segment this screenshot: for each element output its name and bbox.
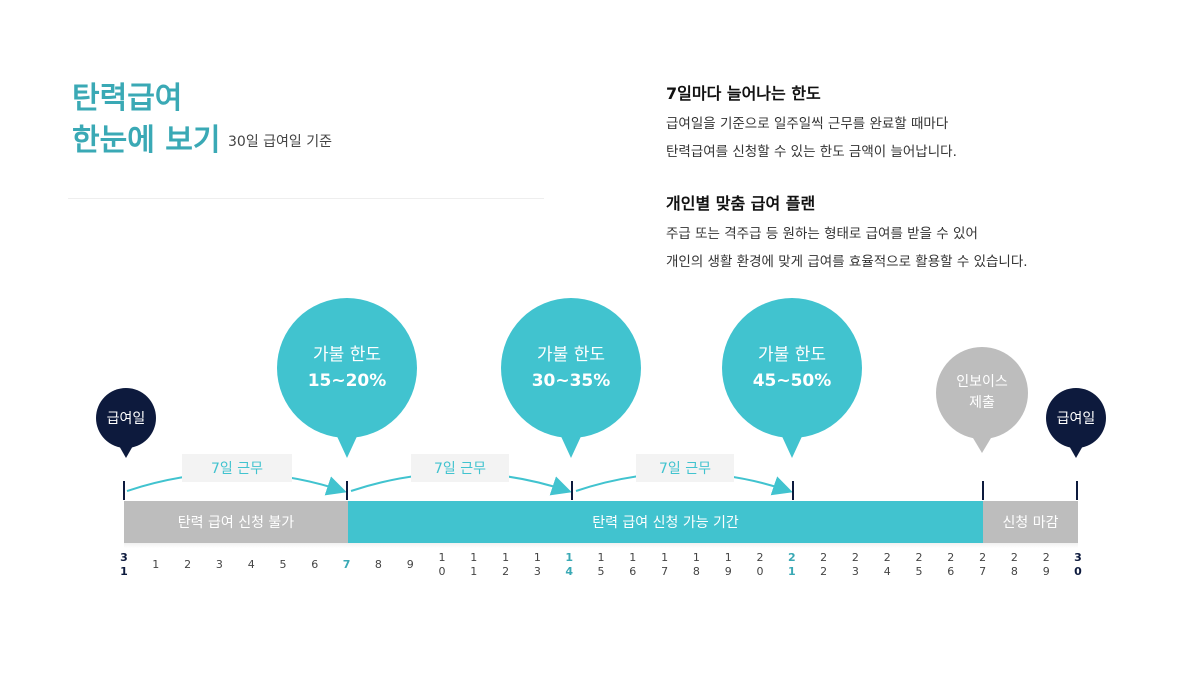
available-period-bar: 탄력 급여 신청 가능 기간: [348, 501, 983, 543]
day-label: 3 0: [1074, 551, 1082, 578]
divider: [68, 198, 544, 199]
day-label: 1 4: [565, 551, 574, 578]
day-label: 1 6: [629, 551, 637, 578]
day-label: 2 9: [1042, 551, 1050, 578]
info-heading: 개인별 맞춤 급여 플랜: [666, 194, 816, 213]
day-label: 2 0: [756, 551, 764, 578]
day-label: 1 9: [724, 551, 732, 578]
unavailable-period-bar: 탄력 급여 신청 불가: [124, 501, 348, 543]
info-text: 급여일을 기준으로 일주일씩 근무를 완료할 때마다: [666, 116, 949, 132]
day-label: 1 8: [692, 551, 700, 578]
bubble-pointer: [780, 432, 804, 458]
bubble-pointer: [970, 433, 994, 453]
invoice-label-1: 인보이스: [956, 374, 1008, 390]
day-label: 1 2: [502, 551, 510, 578]
day-label: 7: [342, 558, 351, 571]
info-heading: 7일마다 늘어나는 한도: [666, 84, 821, 103]
timeline-tick: [982, 481, 984, 500]
invoice-label-2: 제출: [969, 395, 995, 411]
marker-pointer: [1068, 444, 1084, 458]
info-text: 탄력급여를 신청할 수 있는 한도 금액이 늘어납니다.: [666, 144, 957, 160]
payday-start-marker: 급여일: [96, 388, 156, 458]
day-label: 3 1: [120, 551, 128, 578]
invoice-bubble: 인보이스 제출: [936, 347, 1028, 453]
marker-label: 급여일: [106, 411, 146, 427]
timeline-tick: [346, 481, 348, 500]
day-label: 2 8: [1010, 551, 1018, 578]
limit-value: 45~50%: [752, 371, 832, 391]
day-label: 6: [311, 558, 319, 571]
timeline-tick: [123, 481, 125, 500]
page-title: 탄력급여 한눈에 보기: [72, 78, 220, 162]
limit-value: 15~20%: [307, 371, 387, 391]
limit-bubble-week-2: 가불 한도 30~35%: [501, 298, 641, 458]
day-label: 1 0: [438, 551, 446, 578]
day-label: 9: [406, 558, 414, 571]
limit-label: 가불 한도: [758, 345, 826, 365]
bubble-pointer: [335, 432, 359, 458]
info-block-custom-plan: 개인별 맞춤 급여 플랜 주급 또는 격주급 등 원하는 형태로 급여를 받을 …: [666, 190, 1186, 276]
marker-label: 급여일: [1056, 411, 1096, 427]
info-text: 주급 또는 격주급 등 원하는 형태로 급여를 받을 수 있어: [666, 226, 978, 242]
day-label: 3: [215, 558, 223, 571]
title-line-2: 한눈에 보기: [72, 123, 221, 158]
work-pill: 7일 근무: [182, 454, 292, 482]
day-label: 2 7: [979, 551, 987, 578]
limit-bubble-week-1: 가불 한도 15~20%: [277, 298, 417, 458]
page-subtitle: 30일 급여일 기준: [228, 134, 332, 150]
day-label: 1 3: [533, 551, 541, 578]
timeline-tick: [1076, 481, 1078, 500]
day-label: 5: [279, 558, 287, 571]
limit-value: 30~35%: [531, 371, 611, 391]
limit-label: 가불 한도: [313, 345, 381, 365]
day-label: 2 2: [820, 551, 828, 578]
day-label: 1 5: [597, 551, 605, 578]
work-pill: 7일 근무: [411, 454, 509, 482]
limit-label: 가불 한도: [537, 345, 605, 365]
payday-end-marker: 급여일: [1046, 388, 1106, 458]
day-label: 2 3: [851, 551, 859, 578]
work-pill: 7일 근무: [636, 454, 734, 482]
closed-period-bar: 신청 마감: [983, 501, 1078, 543]
bubble-pointer: [559, 432, 583, 458]
day-label: 2 4: [883, 551, 891, 578]
day-label: 8: [374, 558, 382, 571]
marker-pointer: [118, 444, 134, 458]
day-label: 2 1: [787, 551, 796, 578]
limit-bubble-week-3: 가불 한도 45~50%: [722, 298, 862, 458]
info-text: 개인의 생활 환경에 맞게 급여를 효율적으로 활용할 수 있습니다.: [666, 254, 1028, 270]
day-label: 2 5: [915, 551, 923, 578]
day-label: 1 1: [470, 551, 478, 578]
bar-shadow: [124, 540, 1078, 548]
day-label: 1: [152, 558, 160, 571]
day-label: 4: [247, 558, 255, 571]
timeline-tick: [792, 481, 794, 500]
info-block-weekly-limit: 7일마다 늘어나는 한도 급여일을 기준으로 일주일씩 근무를 완료할 때마다 …: [666, 80, 1186, 166]
timeline-tick: [571, 481, 573, 500]
day-label: 2 6: [947, 551, 955, 578]
day-label: 2: [184, 558, 192, 571]
title-line-1: 탄력급여: [72, 81, 183, 116]
day-label: 1 7: [661, 551, 669, 578]
